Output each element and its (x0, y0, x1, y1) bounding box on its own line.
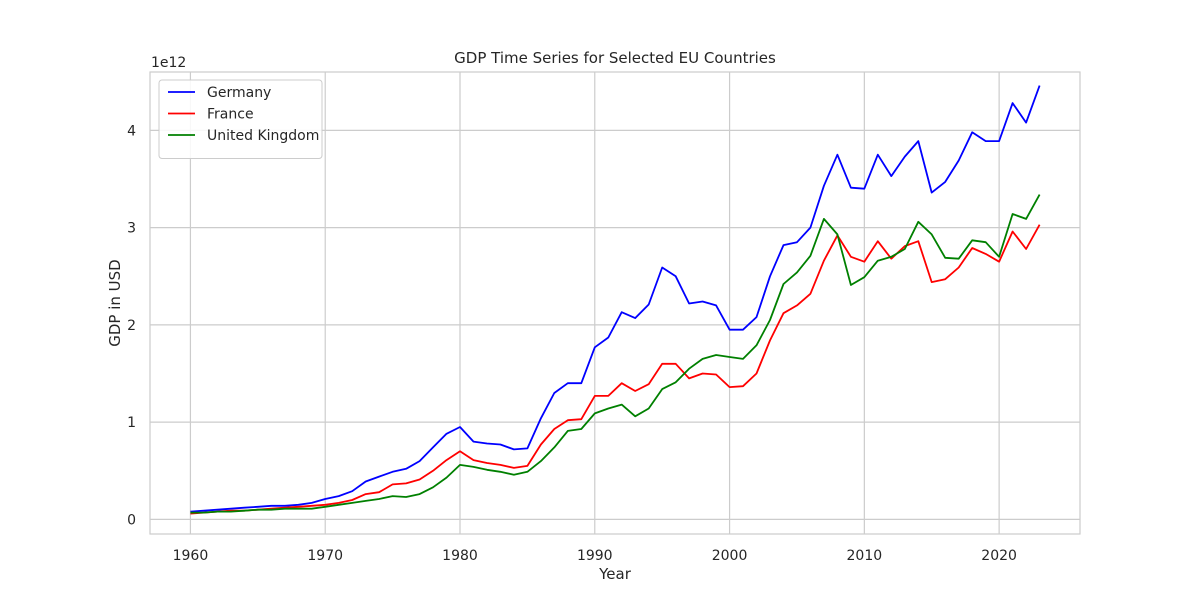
x-axis-label: Year (598, 565, 632, 583)
legend-label-united-kingdom: United Kingdom (207, 128, 319, 144)
x-tick-label: 1960 (173, 548, 209, 564)
chart-title: GDP Time Series for Selected EU Countrie… (454, 49, 776, 67)
x-tick-label: 1980 (442, 548, 478, 564)
y-tick-label: 4 (127, 123, 136, 139)
x-tick-label: 1970 (307, 548, 343, 564)
legend-label-germany: Germany (207, 85, 271, 101)
x-tick-label: 2000 (712, 548, 748, 564)
y-axis-ticks: 0 1 2 3 4 (127, 123, 136, 528)
legend-label-france: France (207, 107, 254, 123)
series-line-united-kingdom (190, 194, 1041, 514)
series-lines (190, 85, 1041, 515)
y-axis-label: GDP in USD (106, 259, 124, 346)
y-tick-label: 3 (127, 221, 136, 237)
y-tick-label: 2 (127, 318, 136, 334)
y-tick-label: 1 (127, 415, 136, 431)
legend-box (158, 79, 323, 159)
x-tick-label: 2020 (981, 548, 1017, 564)
x-axis-ticks: 1960 1970 1980 1990 2000 2010 2020 (173, 548, 1017, 564)
y-tick-label: 0 (127, 512, 136, 528)
x-tick-label: 1990 (577, 548, 613, 564)
legend: Germany France United Kingdom (158, 79, 323, 159)
x-tick-label: 2010 (847, 548, 883, 564)
y-axis-offset-text: 1e12 (151, 55, 186, 71)
series-line-germany (190, 85, 1041, 513)
